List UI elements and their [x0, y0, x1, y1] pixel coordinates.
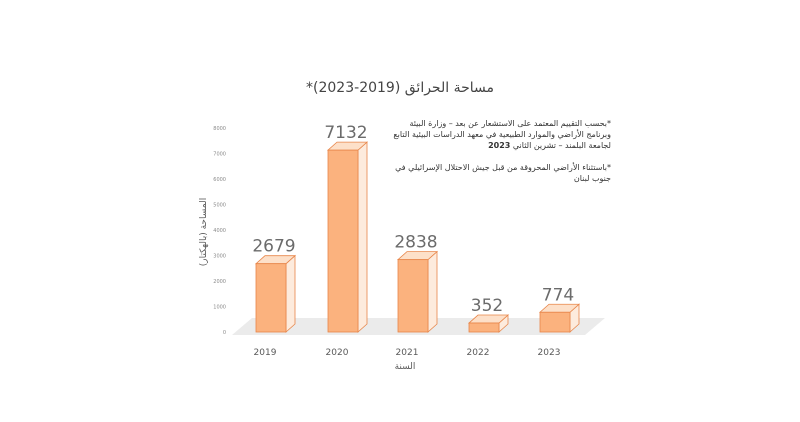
data-label-2023: 774: [542, 285, 574, 305]
y-tick-label: 1000: [213, 305, 226, 311]
data-label-2019: 2679: [252, 237, 295, 257]
bar-2021: [396, 250, 439, 333]
bar-front-face: [255, 263, 287, 333]
bar-2020: [326, 141, 369, 333]
bar-front-face: [539, 311, 571, 333]
y-axis-title: المساحة (بالهكتار): [199, 198, 209, 266]
y-tick-label: 0: [223, 330, 226, 336]
bar-front-face: [327, 149, 359, 333]
y-tick-label: 3000: [213, 254, 226, 260]
bar-front-face: [397, 259, 429, 333]
x-tick-label: 2020: [326, 348, 349, 358]
note-1-text: *بحسب التقييم المعتمد على الاستشعار عن ب…: [393, 119, 611, 150]
y-tick-label: 8000: [213, 126, 226, 132]
y-tick-label: 2000: [213, 279, 226, 285]
bar-front-face: [468, 322, 500, 333]
bar-side-face: [427, 250, 438, 333]
data-label-2021: 2838: [394, 233, 437, 253]
y-tick-label: 6000: [213, 177, 226, 183]
chart-note-2: *باستثناء الأراضي المحروقة من قبل جيش ال…: [393, 162, 611, 184]
bar-2019: [254, 254, 297, 333]
data-label-2022: 352: [471, 296, 503, 316]
chart-title: مساحة الحرائق (2019-2023)*: [306, 80, 494, 96]
x-tick-label: 2019: [254, 348, 277, 358]
note-2-text: *باستثناء الأراضي المحروقة من قبل جيش ال…: [395, 163, 611, 183]
y-tick-label: 4000: [213, 228, 226, 234]
bar-side-face: [285, 254, 296, 333]
data-label-2020: 7132: [324, 123, 367, 143]
note-1-year: 2023: [488, 141, 511, 150]
x-axis-title: السنة: [395, 362, 416, 372]
x-tick-label: 2023: [538, 348, 561, 358]
y-tick-label: 7000: [213, 152, 226, 158]
bar-2023: [538, 303, 581, 333]
bar-side-face: [357, 141, 368, 333]
x-tick-label: 2021: [396, 348, 419, 358]
x-tick-label: 2022: [467, 348, 490, 358]
bar-2022: [467, 314, 510, 333]
y-tick-label: 5000: [213, 203, 226, 209]
chart-note-1: *بحسب التقييم المعتمد على الاستشعار عن ب…: [393, 118, 611, 151]
